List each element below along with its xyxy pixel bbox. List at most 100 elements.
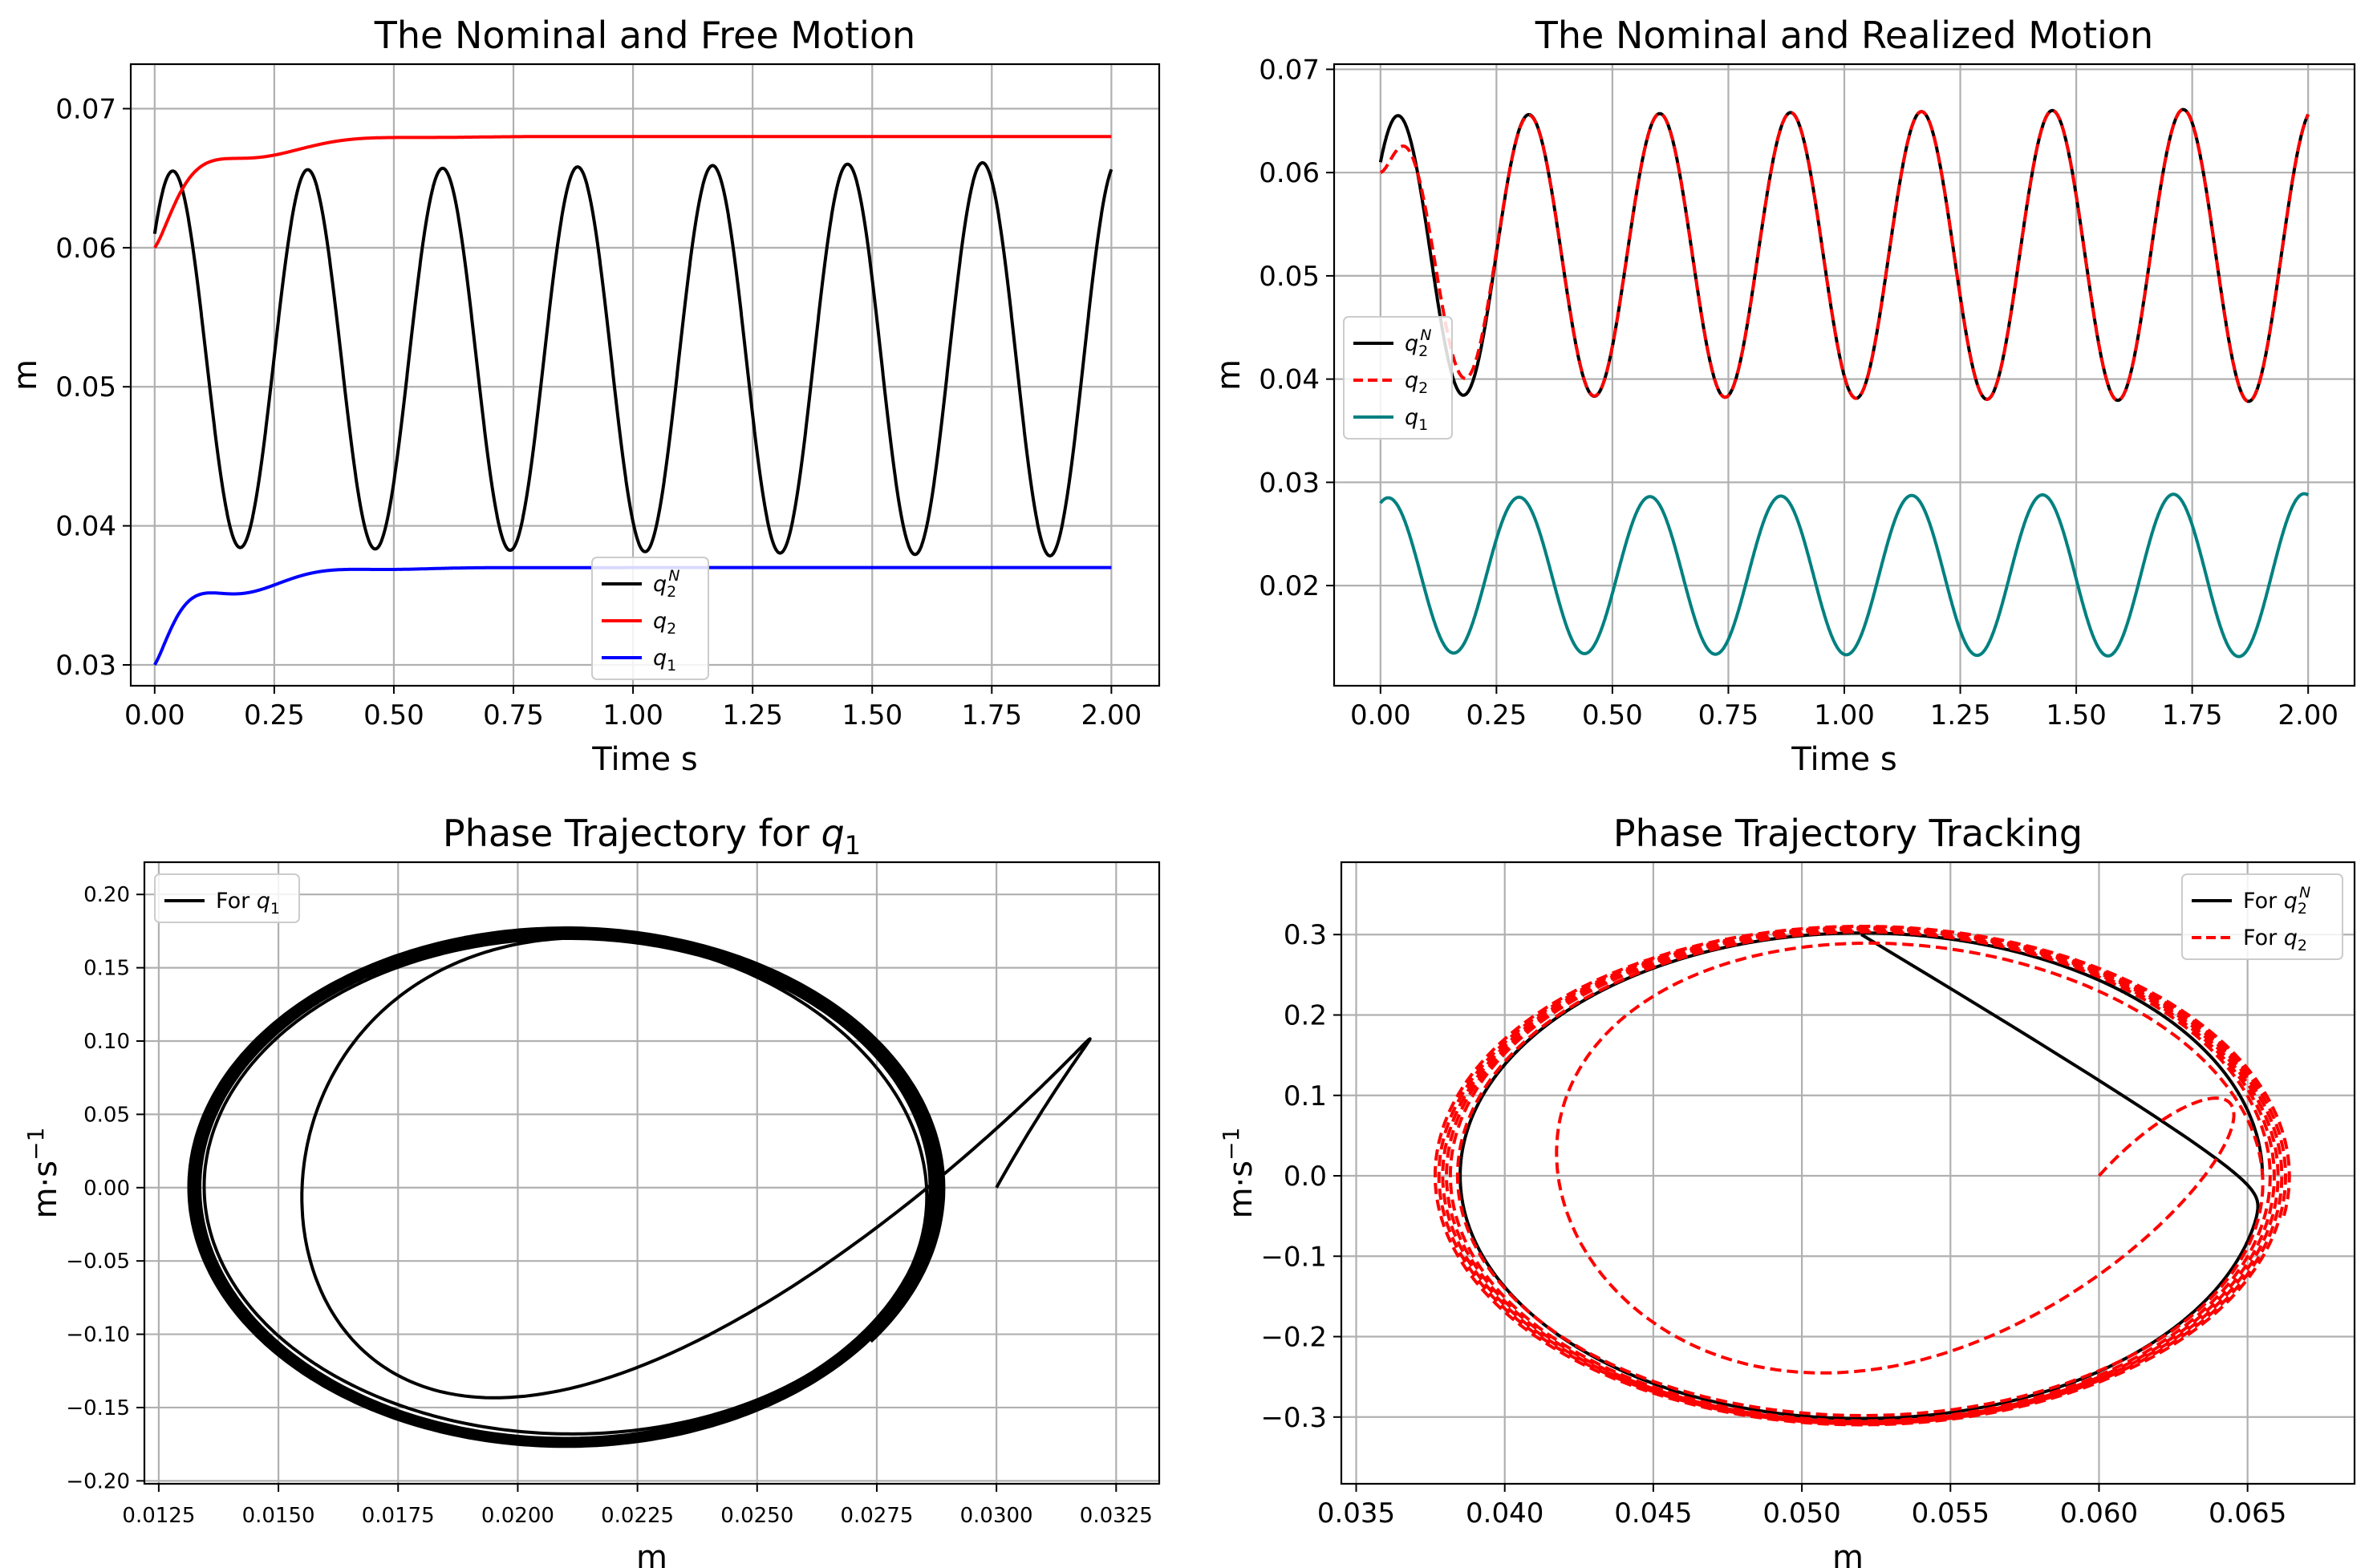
x-tick-label: 0.00 — [1350, 699, 1411, 731]
y-tick-label: 0.1 — [1284, 1080, 1327, 1112]
legend-base: q — [653, 609, 667, 634]
x-tick-label: 2.00 — [1081, 699, 1142, 731]
y-tick-label: 0.05 — [1259, 261, 1320, 293]
series-line-q2n — [152, 161, 1113, 557]
chart-title-prefix: Phase Trajectory for — [443, 812, 821, 855]
legend-label-0: q2N — [653, 567, 679, 601]
axes-frame — [1340, 861, 2356, 1485]
legend-sub: 1 — [667, 657, 676, 675]
legend-sub: 2 — [1418, 342, 1428, 360]
legend-base: q — [653, 646, 667, 671]
series-group — [1378, 107, 2310, 658]
legend-sub: 2 — [2298, 900, 2307, 918]
series-line-q1 — [1379, 492, 2310, 658]
y-tick-label: 0.03 — [1259, 467, 1320, 499]
legend-base: q — [1405, 331, 1418, 356]
chart-nominal-free-motion: 0.00 0.25 0.50 0.75 1.00 1.25 1.50 1.75 2.00 0.03… — [7, 14, 1161, 778]
y-tick-label: −0.20 — [66, 1469, 130, 1493]
x-tick-label: 0.040 — [1466, 1497, 1543, 1530]
y-tick-label: 0.06 — [55, 233, 116, 265]
x-tick-label: 0.75 — [483, 699, 544, 731]
y-tick-label: 0.0 — [1284, 1161, 1327, 1193]
y-axis-label-base: m·s — [27, 1161, 64, 1219]
legend-base: q — [1405, 368, 1418, 393]
y-tick-label: −0.1 — [1260, 1241, 1327, 1273]
y-tick-label: 0.04 — [1259, 364, 1320, 396]
y-tick-label: 0.10 — [83, 1030, 130, 1054]
series-line-q2 — [1379, 107, 2310, 403]
y-tick-label: 0.07 — [1259, 54, 1320, 86]
y-tick-label: 0.03 — [55, 650, 116, 682]
x-axis-label: m — [636, 1539, 667, 1568]
x-tick-label: 0.50 — [363, 699, 424, 731]
legend-sub: 2 — [2298, 937, 2307, 954]
y-axis-label: m — [7, 359, 44, 391]
legend-sup: N — [2299, 884, 2310, 901]
legend-label-0: For q2N — [2243, 884, 2310, 918]
chart-title: Phase Trajectory Tracking — [1613, 812, 2083, 855]
legend: For q1 — [154, 873, 300, 923]
y-tick-label: 0.20 — [83, 883, 130, 907]
y-axis-label: m·s−1 — [1218, 1128, 1259, 1219]
y-axis-label-sup: −1 — [1218, 1128, 1244, 1161]
legend-base: q — [653, 572, 667, 597]
y-tick-label: −0.10 — [66, 1323, 130, 1347]
series-group — [187, 926, 1092, 1448]
x-tick-label: 0.0175 — [362, 1504, 435, 1528]
series-line-for-q1 — [187, 926, 1092, 1448]
chart-title-math: q — [821, 812, 845, 855]
y-tick-label: 0.05 — [83, 1103, 130, 1127]
y-tick-label: 0.04 — [55, 511, 116, 543]
x-tick-label: 1.25 — [722, 699, 783, 731]
y-tick-label: −0.15 — [66, 1396, 130, 1420]
series-group — [1434, 925, 2291, 1427]
legend-label-1: q2 — [1405, 368, 1428, 397]
x-tick-label: 0.0300 — [960, 1504, 1033, 1528]
x-tick-label: 0.50 — [1582, 699, 1643, 731]
x-tick-label: 0.0200 — [481, 1504, 554, 1528]
legend-label-0: For q1 — [216, 889, 280, 918]
x-tick-label: 2.00 — [2278, 699, 2338, 731]
legend-box — [591, 557, 709, 680]
chart-phase-trajectory-q1: 0.0125 0.0150 0.0175 0.0200 0.0225 0.0250 0.02… — [22, 812, 1161, 1568]
y-tick-label: −0.3 — [1260, 1402, 1327, 1434]
x-tick-label: 1.25 — [1930, 699, 1991, 731]
x-tick-label: 0.25 — [244, 699, 305, 731]
y-axis-label: m — [1211, 359, 1247, 391]
y-axis-label: m·s−1 — [22, 1128, 64, 1219]
legend-sub: 2 — [667, 620, 676, 638]
y-axis-label-base: m — [7, 359, 44, 391]
x-tick-label: 0.0325 — [1080, 1504, 1153, 1528]
legend-label-2: q1 — [653, 646, 676, 675]
x-tick-label: 0.065 — [2209, 1497, 2286, 1530]
y-axis-label-base: m — [1211, 359, 1247, 391]
legend-box — [154, 873, 300, 923]
x-tick-label: 1.50 — [842, 699, 903, 731]
x-tick-label: 0.00 — [124, 699, 185, 731]
x-tick-label: 0.0275 — [840, 1504, 913, 1528]
chart-title: The Nominal and Realized Motion — [1535, 14, 2153, 57]
x-tick-label: 0.045 — [1614, 1497, 1692, 1530]
legend-label-1: For q2 — [2243, 926, 2307, 954]
x-tick-label: 0.0150 — [242, 1504, 315, 1528]
chart-title: Phase Trajectory for q1 — [443, 812, 861, 861]
y-tick-label: −0.05 — [66, 1250, 130, 1274]
axes-frame — [129, 63, 1161, 687]
legend-base: q — [2284, 889, 2298, 914]
grid — [131, 64, 1159, 686]
x-tick-label: 0.060 — [2060, 1497, 2138, 1530]
x-tick-label: 1.00 — [1814, 699, 1875, 731]
x-tick-label: 1.00 — [602, 699, 663, 731]
x-axis-label: m — [1832, 1539, 1864, 1568]
legend-base: q — [2284, 926, 2298, 950]
x-axis-label: Time s — [591, 741, 697, 778]
legend-prefix: For — [2243, 889, 2284, 914]
x-axis-label: Time s — [1791, 741, 1896, 778]
legend-sub: 2 — [667, 583, 676, 601]
x-tick-label: 0.055 — [1912, 1497, 1990, 1530]
axes-frame — [143, 861, 1161, 1485]
y-tick-label: −0.2 — [1260, 1322, 1327, 1354]
legend-base: q — [257, 889, 270, 914]
